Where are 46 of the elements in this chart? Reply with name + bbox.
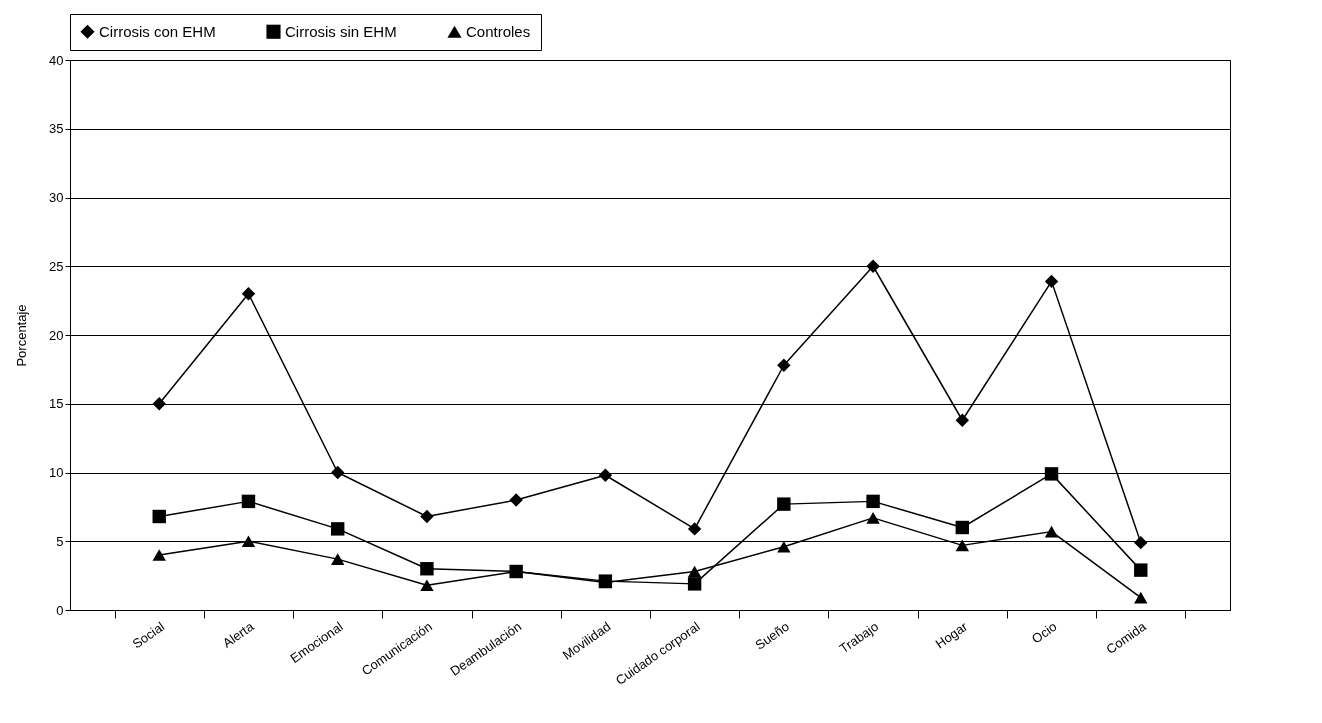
point (955, 520, 970, 535)
point (241, 535, 256, 548)
point (152, 397, 166, 411)
point (687, 565, 702, 578)
point (509, 493, 523, 507)
point (241, 287, 256, 301)
y-tick-label: 5 (56, 533, 64, 549)
point (777, 497, 791, 511)
point (866, 259, 880, 273)
point (420, 509, 434, 524)
point (866, 512, 880, 524)
y-tick-label: 25 (49, 258, 64, 274)
point (866, 494, 880, 509)
y-tick-label: 0 (56, 602, 64, 618)
point (1044, 525, 1059, 538)
point (420, 579, 434, 592)
x-tick-label: Ocio (1028, 618, 1060, 647)
y-tick-label: 10 (49, 465, 64, 480)
point (420, 562, 434, 576)
legend-label: Cirrosis con EHM (99, 22, 216, 40)
point (777, 358, 791, 372)
point (330, 553, 345, 565)
y-tick-label: 40 (49, 52, 64, 68)
point (598, 468, 613, 482)
point (152, 509, 166, 524)
legend-label: Cirrosis sin EHM (285, 22, 397, 40)
point (777, 540, 791, 553)
point (1134, 591, 1148, 604)
point (330, 522, 345, 536)
point (241, 494, 256, 509)
y-axis-title: Porcentaje (14, 304, 30, 367)
y-tick-label: 30 (49, 190, 64, 205)
y-tick-label: 35 (49, 121, 64, 137)
point (1134, 535, 1148, 550)
point (1134, 563, 1148, 577)
point (687, 577, 702, 591)
point (152, 549, 166, 561)
point (687, 522, 702, 536)
point (330, 465, 345, 480)
legend-label: Controles (466, 22, 531, 40)
y-tick-label: 15 (49, 396, 64, 412)
y-tick-label: 20 (49, 327, 64, 343)
point (1044, 274, 1059, 289)
point (955, 413, 970, 427)
point (955, 539, 970, 552)
point (1044, 467, 1059, 481)
